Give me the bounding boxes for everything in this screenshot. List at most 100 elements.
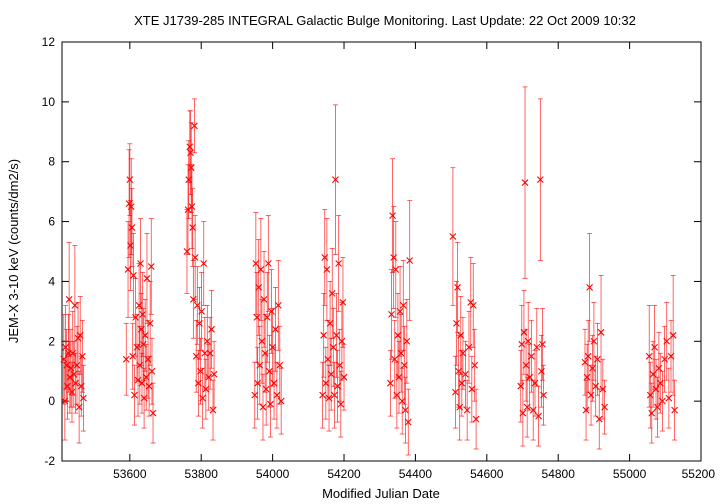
data-point: [399, 301, 407, 309]
data-point: [198, 307, 205, 315]
data-point: [258, 337, 266, 345]
data-point: [62, 343, 69, 351]
chart-title: XTE J1739-285 INTEGRAL Galactic Bulge Mo…: [134, 13, 636, 28]
data-point: [69, 349, 77, 357]
data-point: [327, 370, 335, 378]
data-point: [199, 394, 207, 402]
x-tick-label: 53600: [113, 467, 147, 481]
data-point: [471, 361, 479, 369]
data-point: [143, 275, 151, 282]
data-point: [595, 415, 603, 423]
data-point: [340, 373, 348, 381]
data-point: [196, 319, 203, 327]
data-point: [398, 397, 406, 405]
y-tick-label: 2: [48, 334, 55, 348]
data-point: [469, 301, 477, 309]
data-point: [324, 355, 332, 363]
data-point: [406, 257, 414, 264]
data-point: [144, 355, 152, 363]
x-tick-label: 54800: [542, 467, 576, 481]
data-point: [400, 361, 408, 369]
data-point: [255, 284, 263, 291]
data-point: [252, 260, 260, 267]
data-point: [276, 361, 284, 369]
data-point: [328, 290, 336, 297]
data-point: [663, 337, 671, 345]
data-point: [338, 337, 346, 345]
data-point: [74, 334, 82, 342]
data-point: [586, 284, 594, 291]
data-point: [583, 373, 591, 381]
data-point: [519, 409, 527, 417]
data-point: [531, 379, 539, 387]
data-point: [649, 370, 657, 378]
data-point: [334, 382, 341, 390]
data-point: [197, 367, 204, 375]
data-point: [645, 352, 653, 360]
data-point: [330, 391, 338, 399]
x-tick-label: 54000: [256, 467, 290, 481]
data-point: [665, 394, 673, 402]
y-tick-labels: -2 0 2 4 6 8 10 12: [42, 35, 56, 468]
data-point: [391, 355, 399, 363]
data-point: [654, 403, 661, 411]
data-point: [130, 272, 137, 279]
data-points: [60, 122, 678, 426]
data-point: [526, 373, 534, 381]
data-point: [335, 260, 343, 267]
data-point: [404, 418, 412, 426]
data-point: [601, 403, 609, 411]
data-point: [270, 379, 278, 387]
data-point: [137, 260, 144, 267]
data-point: [272, 325, 279, 333]
data-point: [339, 298, 347, 306]
axis-ticks: [62, 41, 702, 462]
data-point: [61, 397, 69, 405]
data-point: [661, 355, 668, 363]
data-point: [209, 406, 217, 414]
data-point: [193, 301, 201, 309]
data-point: [520, 328, 528, 336]
data-point: [127, 203, 135, 210]
data-point: [67, 364, 75, 372]
data-point: [142, 373, 150, 381]
data-point: [184, 206, 192, 213]
data-point: [590, 337, 598, 345]
data-point: [463, 406, 471, 414]
data-point: [452, 388, 459, 396]
data-point: [539, 340, 546, 348]
data-point: [581, 358, 589, 366]
data-point: [206, 349, 214, 357]
data-point: [262, 385, 270, 393]
data-point: [319, 391, 326, 399]
data-point: [149, 409, 157, 417]
data-point: [584, 352, 592, 360]
data-point: [203, 337, 211, 345]
data-point: [651, 343, 658, 351]
data-point: [257, 266, 265, 273]
data-point: [394, 331, 402, 339]
data-point: [139, 310, 147, 318]
data-point: [395, 373, 403, 381]
data-point: [528, 352, 535, 360]
data-point: [124, 266, 132, 273]
data-point: [667, 352, 675, 360]
data-point: [449, 233, 457, 240]
data-point: [652, 385, 660, 393]
error-bars: [61, 86, 678, 456]
data-point: [192, 352, 200, 360]
data-point: [137, 325, 145, 333]
data-point: [134, 376, 142, 384]
data-point: [183, 248, 191, 255]
data-point: [132, 313, 139, 321]
data-point: [189, 295, 197, 303]
data-point: [325, 394, 333, 402]
data-point: [524, 337, 532, 345]
data-point: [256, 361, 264, 369]
data-point: [208, 325, 215, 333]
x-tick-label: 54200: [327, 467, 361, 481]
data-point: [131, 391, 138, 399]
data-point: [80, 394, 87, 402]
data-point: [518, 340, 526, 348]
